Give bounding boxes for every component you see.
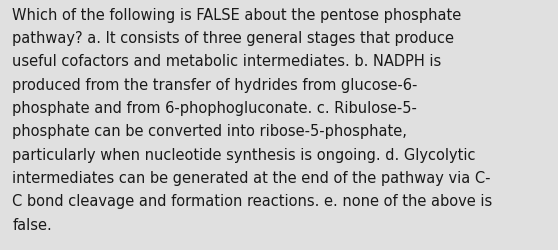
Text: Which of the following is FALSE about the pentose phosphate: Which of the following is FALSE about th… — [12, 8, 461, 22]
Text: produced from the transfer of hydrides from glucose-6-: produced from the transfer of hydrides f… — [12, 77, 417, 92]
Text: useful cofactors and metabolic intermediates. b. NADPH is: useful cofactors and metabolic intermedi… — [12, 54, 441, 69]
Text: false.: false. — [12, 217, 52, 232]
Text: phosphate and from 6-phophogluconate. c. Ribulose-5-: phosphate and from 6-phophogluconate. c.… — [12, 100, 417, 116]
Text: C bond cleavage and formation reactions. e. none of the above is: C bond cleavage and formation reactions.… — [12, 194, 493, 208]
Text: pathway? a. It consists of three general stages that produce: pathway? a. It consists of three general… — [12, 31, 454, 46]
Text: particularly when nucleotide synthesis is ongoing. d. Glycolytic: particularly when nucleotide synthesis i… — [12, 147, 476, 162]
Text: intermediates can be generated at the end of the pathway via C-: intermediates can be generated at the en… — [12, 170, 491, 185]
Text: phosphate can be converted into ribose-5-phosphate,: phosphate can be converted into ribose-5… — [12, 124, 407, 139]
